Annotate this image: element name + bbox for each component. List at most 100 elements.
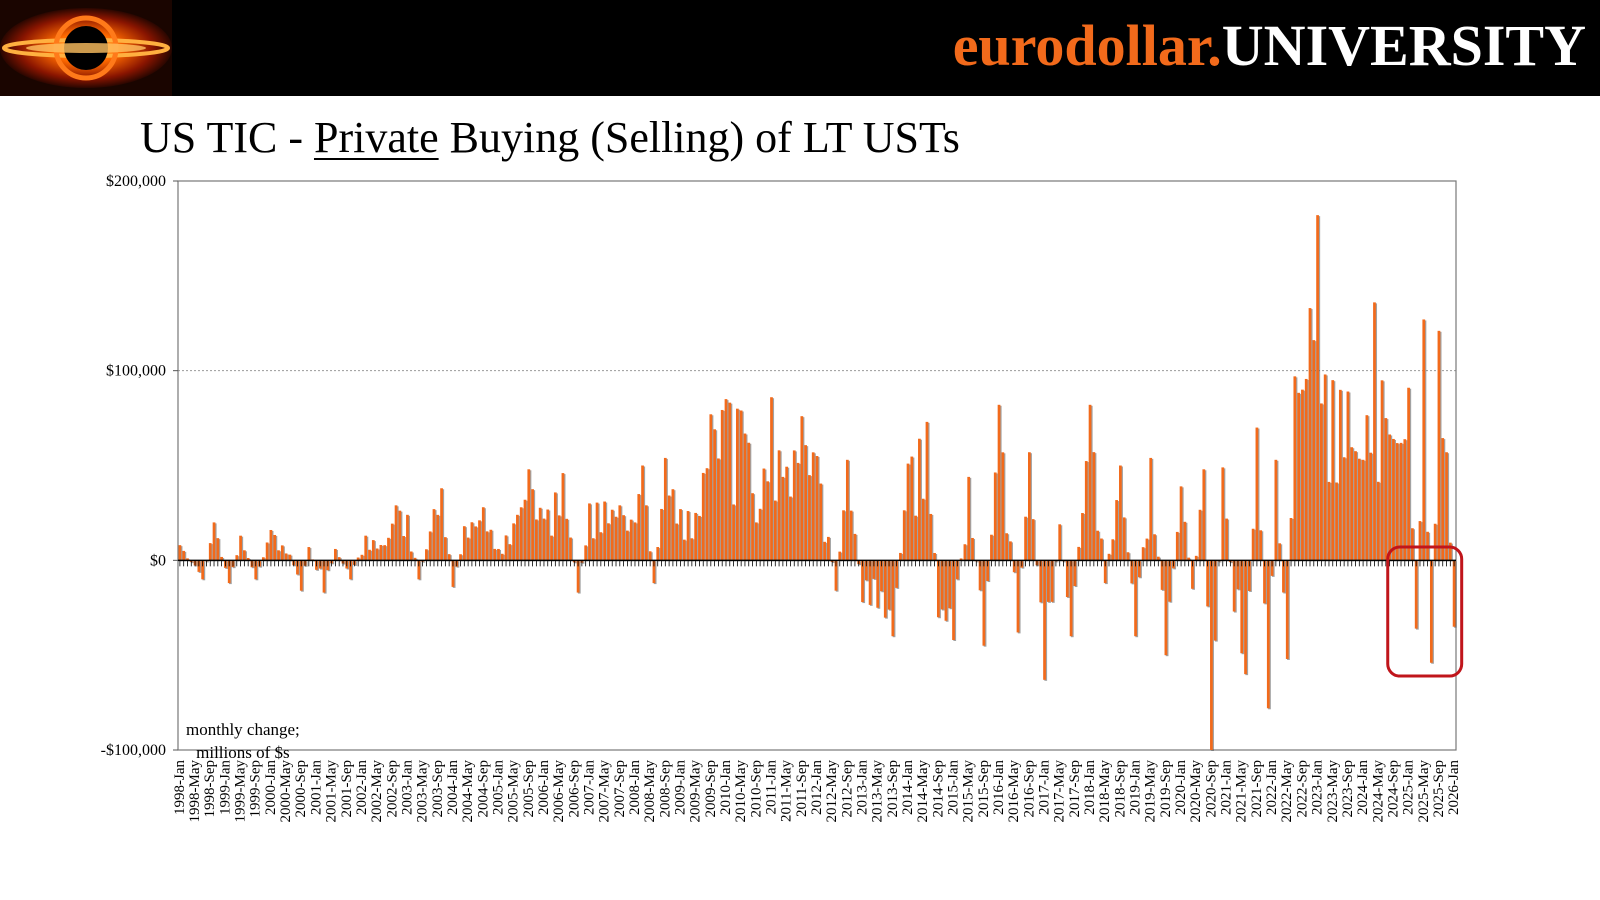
bar [853,533,857,561]
x-tick-label: 2002-Sep [384,760,400,818]
bar [614,516,618,561]
bar [178,545,182,561]
x-tick-label: 2012-Jan [809,760,825,815]
bar [971,537,974,561]
x-tick-label: 2005-Jan [490,760,506,815]
bar [663,457,667,561]
bar-shadow [1230,561,1233,564]
bar [1077,546,1081,561]
bar [599,532,603,561]
bar [1058,524,1062,561]
bar [383,545,387,561]
bar [694,512,698,561]
bar [1263,560,1266,604]
bar-shadow [976,561,979,563]
bar [584,545,588,561]
bar [1206,560,1209,607]
bar [781,476,785,561]
bar [1009,541,1012,561]
bar [280,545,284,561]
bar [1399,442,1403,561]
bar [967,476,971,561]
bar [440,488,443,561]
bar [478,520,481,561]
x-tick-label: 1998-May [187,760,203,823]
bar [1342,457,1346,561]
x-tick-label: 2018-Jan [1082,760,1098,815]
x-tick-label: 2019-Jan [1128,760,1144,815]
x-tick-label: 1998-Jan [172,760,188,815]
bar-shadow [206,561,210,563]
bar [1232,560,1236,612]
bar [1346,391,1350,561]
bar-shadow [1218,561,1222,563]
bar-shadow [191,561,194,564]
bar [1092,452,1096,561]
bar [1247,560,1251,591]
bar [861,560,864,603]
bar [682,539,686,561]
bar [629,519,633,561]
brand-part2: UNIVERSITY [1221,13,1586,78]
bar [732,504,735,561]
bar [1308,308,1312,561]
bar [785,466,789,561]
bar [902,510,906,561]
bar [675,523,679,561]
x-tick-label: 2007-May [597,760,613,823]
bar [872,560,876,579]
bar [588,503,591,561]
bar [1369,452,1373,561]
bar [451,560,455,587]
brand-part1: eurodollar. [952,13,1222,78]
bar [667,495,671,561]
bar [1126,552,1130,561]
bar [952,560,955,640]
bar [868,560,872,605]
bar [849,510,853,561]
x-tick-label: 2008-Sep [657,760,673,818]
bar [739,410,743,561]
bar [948,560,952,609]
x-tick-label: 2009-Jan [672,760,688,815]
x-tick-label: 2009-Sep [703,760,719,818]
bar [390,523,394,561]
bar [1179,486,1183,561]
y-tick-label: $200,000 [106,173,166,190]
bar [1198,509,1202,561]
bar [944,560,948,621]
bar [792,450,796,561]
bar [531,489,534,561]
bar [1043,560,1046,680]
x-tick-label: 2010-May [733,760,749,823]
bar [887,560,891,610]
bar [398,510,402,561]
x-tick-label: 2014-May [915,760,931,823]
bar [1046,560,1050,602]
bar [265,542,269,561]
x-tick-label: 2006-May [551,760,567,823]
bar [990,534,993,561]
x-tick-label: 2023-Sep [1340,760,1356,818]
bar [273,534,277,561]
bar [997,404,1001,561]
x-tick-label: 2007-Jan [581,760,597,815]
bar [1183,521,1187,561]
x-tick-label: 2019-Sep [1158,760,1174,818]
bar [527,469,531,561]
bar [1335,482,1338,561]
bar [762,468,766,561]
bar [1001,452,1005,561]
x-tick-label: 2013-May [870,760,886,823]
x-tick-label: 2019-May [1143,760,1159,823]
bar [770,397,773,561]
bar [1168,560,1172,602]
x-tick-label: 2010-Jan [718,760,734,815]
bar [607,523,610,561]
x-tick-label: 2006-Sep [566,760,582,818]
x-tick-label: 2018-Sep [1112,760,1128,818]
bar [432,509,436,561]
bar [679,509,682,561]
x-tick-label: 2026-Jan [1446,760,1462,815]
